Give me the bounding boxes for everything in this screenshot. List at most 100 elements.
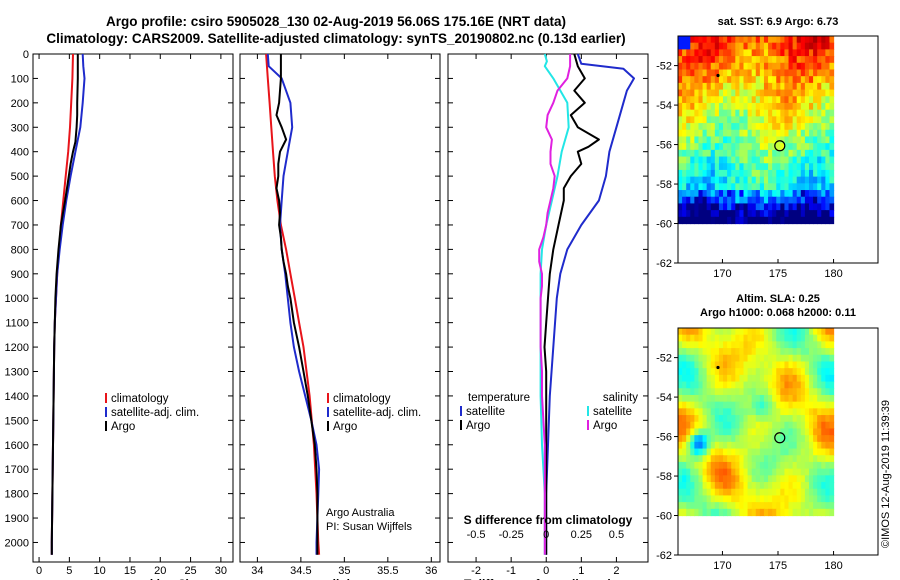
map_sla-cell <box>678 461 683 470</box>
map_sst-cell <box>710 163 716 171</box>
map_sla-cell <box>792 361 798 369</box>
map_sst-cell <box>702 36 708 44</box>
map_sla-cell <box>714 415 720 423</box>
map_sst-cell <box>739 96 745 104</box>
map_sla-cell <box>784 361 790 369</box>
map_sst-cell <box>780 62 786 71</box>
map_sla-cell <box>817 488 822 497</box>
map_sla-cell <box>759 408 765 416</box>
map_sla-cell <box>817 368 822 376</box>
map_sst-cell <box>804 210 810 218</box>
map_sst-cell <box>763 156 769 164</box>
map_sst-cell <box>702 196 708 205</box>
map_sst-cell <box>694 69 700 77</box>
map_sst-cell <box>678 96 683 104</box>
map_sst-cell <box>804 143 810 151</box>
map_sst-cell <box>698 82 704 91</box>
map_sst-cell <box>768 176 773 184</box>
map_sst-cell <box>710 102 716 111</box>
map_sla-cell <box>763 441 769 450</box>
salinity-profile-panel: 3434.53535.536salinityclimatologysatelli… <box>239 53 441 580</box>
map_sla-cell <box>813 448 818 456</box>
map_sla-cell <box>723 482 728 490</box>
map_sla-argo-position-marker <box>774 432 786 444</box>
map_sst-cell <box>817 176 822 184</box>
map_sla-cell <box>825 334 831 342</box>
map_sst-xtick-label: 170 <box>713 268 731 280</box>
map_sla-cell <box>694 348 700 356</box>
map_sla-cell <box>808 374 814 383</box>
map_sla-cell <box>706 448 712 456</box>
map_sla-cell <box>747 508 753 517</box>
map_sst-cell <box>808 216 814 225</box>
map_sla-cell <box>776 421 781 430</box>
map_sst-cell <box>788 129 794 138</box>
map_sla-cell <box>702 488 708 497</box>
map_sla-cell <box>759 508 765 517</box>
map_sst-cell <box>686 136 691 144</box>
map_sst-cell <box>747 156 753 164</box>
map_sla-cell <box>800 388 806 396</box>
map_sla-cell <box>796 348 802 356</box>
map_sst-cell <box>727 136 732 144</box>
map_sla-cell <box>747 401 753 409</box>
map_sst-cell <box>821 143 826 151</box>
map_sla-cell <box>800 428 806 436</box>
map_sla-cell <box>784 428 790 436</box>
map_sla-cell <box>706 441 712 450</box>
map_sst-cell <box>800 176 806 184</box>
map_sla-cell <box>768 401 773 409</box>
map_sst-cell <box>735 210 740 218</box>
map_sla-cell <box>706 435 712 443</box>
map_sla-cell <box>739 435 745 443</box>
map_sst-cell <box>800 163 806 171</box>
temperature-xtick-label: 20 <box>154 565 166 577</box>
map_sst-cell <box>813 190 818 198</box>
map_sla-cell <box>813 421 818 430</box>
map_sst-cell <box>698 163 704 171</box>
map_sst-cell <box>821 210 826 218</box>
map_sst-cell <box>772 196 777 205</box>
map_sst-cell <box>780 116 786 124</box>
map_sst-cell <box>780 196 786 205</box>
map_sla-cell <box>714 502 720 510</box>
map_sst-cell <box>796 169 802 178</box>
map_sla-cell <box>718 381 724 389</box>
map_sla-cell <box>796 334 802 342</box>
map_sst-cell <box>788 49 794 57</box>
map_sst-cell <box>710 136 716 144</box>
map_sla-cell <box>759 468 765 476</box>
map_sla-cell <box>755 361 761 369</box>
map_sla-cell <box>763 502 769 510</box>
map_sla-cell <box>804 408 810 416</box>
map_sst-cell <box>727 42 732 50</box>
map_sla-cell <box>804 374 810 383</box>
map_sla-cell <box>718 468 724 476</box>
map_sst-cell <box>817 49 822 57</box>
map_sla-cell <box>763 374 769 383</box>
map_sla-cell <box>784 435 790 443</box>
map_sla-cell <box>710 435 716 443</box>
map_sst-cell <box>718 190 724 198</box>
map_sla-cell <box>686 441 691 450</box>
map_sst-cell <box>763 143 769 151</box>
map_sla-cell <box>829 388 835 396</box>
salinity-legend-item-label: climatology <box>333 393 391 405</box>
map_sla-cell <box>743 421 749 430</box>
map_sst-cell <box>690 36 695 44</box>
temperature-xtick-label: 15 <box>124 565 136 577</box>
map_sst-cell <box>682 42 687 50</box>
map_sst-cell <box>710 190 716 198</box>
map_sst-cell <box>678 129 683 138</box>
map_sla-cell <box>817 468 822 476</box>
map_sla-cell <box>706 388 712 396</box>
map_sla-cell <box>784 482 790 490</box>
map_sst-cell <box>788 210 794 218</box>
map_sla-cell <box>776 354 781 363</box>
map_sst-cell <box>829 42 835 50</box>
map_sla-cell <box>768 368 773 376</box>
map_sla-cell <box>739 374 745 383</box>
map_sst-cell <box>759 109 765 117</box>
map_sla-cell <box>743 341 749 349</box>
map_sst-cell <box>817 210 822 218</box>
